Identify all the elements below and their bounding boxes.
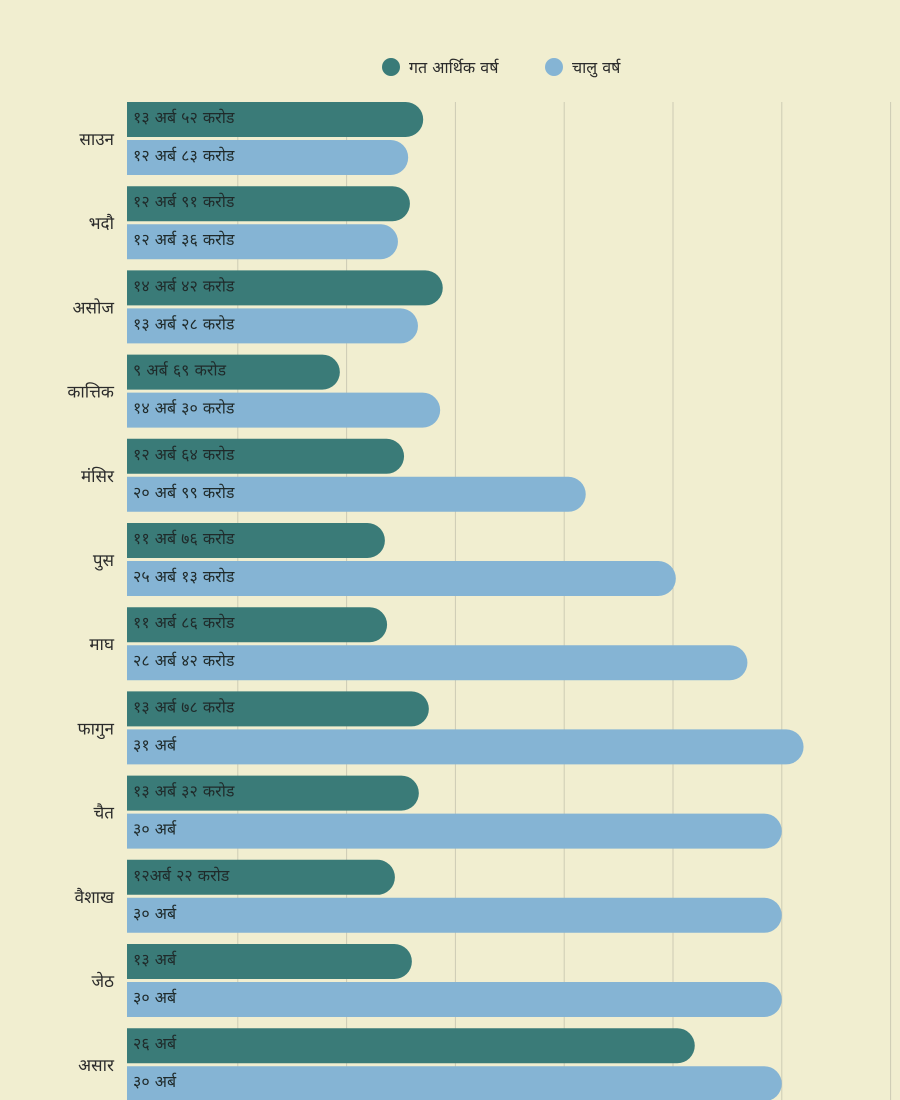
- legend-swatch: [382, 58, 400, 76]
- bar: [127, 729, 804, 765]
- data-label: १२ अर्ब ३६ करोड: [133, 230, 235, 249]
- bar: [127, 1066, 782, 1100]
- data-label: १२ अर्ब ६४ करोड: [133, 445, 235, 464]
- data-label: २८ अर्ब ४२ करोड: [133, 651, 235, 670]
- legend-label: गत आर्थिक वर्ष: [409, 58, 499, 77]
- bar: [127, 691, 429, 727]
- category-label: मंसिर: [81, 466, 115, 487]
- category-label: फागुन: [77, 719, 114, 739]
- bar: [127, 813, 782, 849]
- data-label: १२अर्ब २२ करोड: [133, 866, 230, 885]
- data-label: ३० अर्ब: [133, 988, 177, 1007]
- bar: [127, 897, 782, 933]
- bar: [127, 186, 410, 222]
- bar: [127, 270, 443, 306]
- data-label: १३ अर्ब २८ करोड: [133, 314, 235, 333]
- category-labels: साउन भदौ असोज कात्तिक मंसिर पुस माघ फागुन चैत वैश…: [67, 130, 115, 1076]
- category-label: माघ: [89, 635, 115, 655]
- bar: [127, 523, 385, 558]
- category-label: साउन: [79, 130, 114, 150]
- bar: [127, 944, 412, 979]
- data-label: ११ अर्ब ७६ करोड: [133, 529, 235, 548]
- data-label: ३० अर्ब: [133, 904, 177, 923]
- bar: [127, 607, 388, 643]
- category-label: वैशाख: [75, 887, 115, 908]
- bar: [127, 775, 419, 811]
- category-label: असोज: [73, 297, 115, 318]
- legend-label: चालु वर्ष: [572, 58, 621, 78]
- data-label: १३ अर्ब: [133, 950, 177, 969]
- data-label: १२ अर्ब ८३ करोड: [133, 146, 235, 165]
- legend: गत आर्थिक वर्ष चालु वर्ष: [382, 58, 621, 78]
- bar: [127, 859, 395, 895]
- bar: [127, 438, 405, 474]
- category-label: कात्तिक: [67, 382, 115, 403]
- bar: [127, 561, 676, 596]
- data-label: २६ अर्ब: [133, 1034, 177, 1053]
- bar: [127, 224, 398, 260]
- grid-lines: [237, 102, 892, 1100]
- data-label: ३० अर्ब: [133, 820, 177, 839]
- data-label: ११ अर्ब ८६ करोड: [133, 613, 235, 632]
- bar: [127, 308, 418, 344]
- category-label: चैत: [94, 803, 115, 824]
- bar: [127, 476, 586, 512]
- legend-swatch: [545, 58, 563, 76]
- bar: [127, 982, 782, 1017]
- data-label: २० अर्ब ९९ करोड: [133, 483, 235, 502]
- data-label: २५ अर्ब १३ करोड: [133, 567, 235, 586]
- category-label: जेठ: [92, 971, 116, 992]
- data-label: १३ अर्ब ७८ करोड: [133, 697, 235, 716]
- data-label: १२ अर्ब ९१ करोड: [133, 192, 235, 211]
- category-label: पुस: [93, 551, 115, 571]
- bar: [127, 102, 424, 137]
- data-label: १४ अर्ब ३० करोड: [133, 399, 235, 418]
- data-label: १४ अर्ब ४२ करोड: [133, 276, 235, 295]
- data-label: ३१ अर्ब: [133, 735, 177, 754]
- category-label: असार: [78, 1056, 115, 1076]
- data-label: ९ अर्ब ६९ करोड: [133, 361, 227, 380]
- category-label: भदौ: [89, 213, 115, 234]
- bar: [127, 392, 441, 428]
- data-label: ३० अर्ब: [133, 1072, 177, 1091]
- bar: [127, 1028, 695, 1064]
- bar: [127, 354, 340, 390]
- bar: [127, 645, 748, 681]
- bars: १३ अर्ब ५२ करोड १२ अर्ब ८३ करोड १२ अर्ब ९१…: [127, 102, 804, 1100]
- data-label: १३ अर्ब ३२ करोड: [133, 782, 235, 801]
- data-label: १३ अर्ब ५२ करोड: [133, 108, 235, 127]
- bar: [127, 140, 409, 175]
